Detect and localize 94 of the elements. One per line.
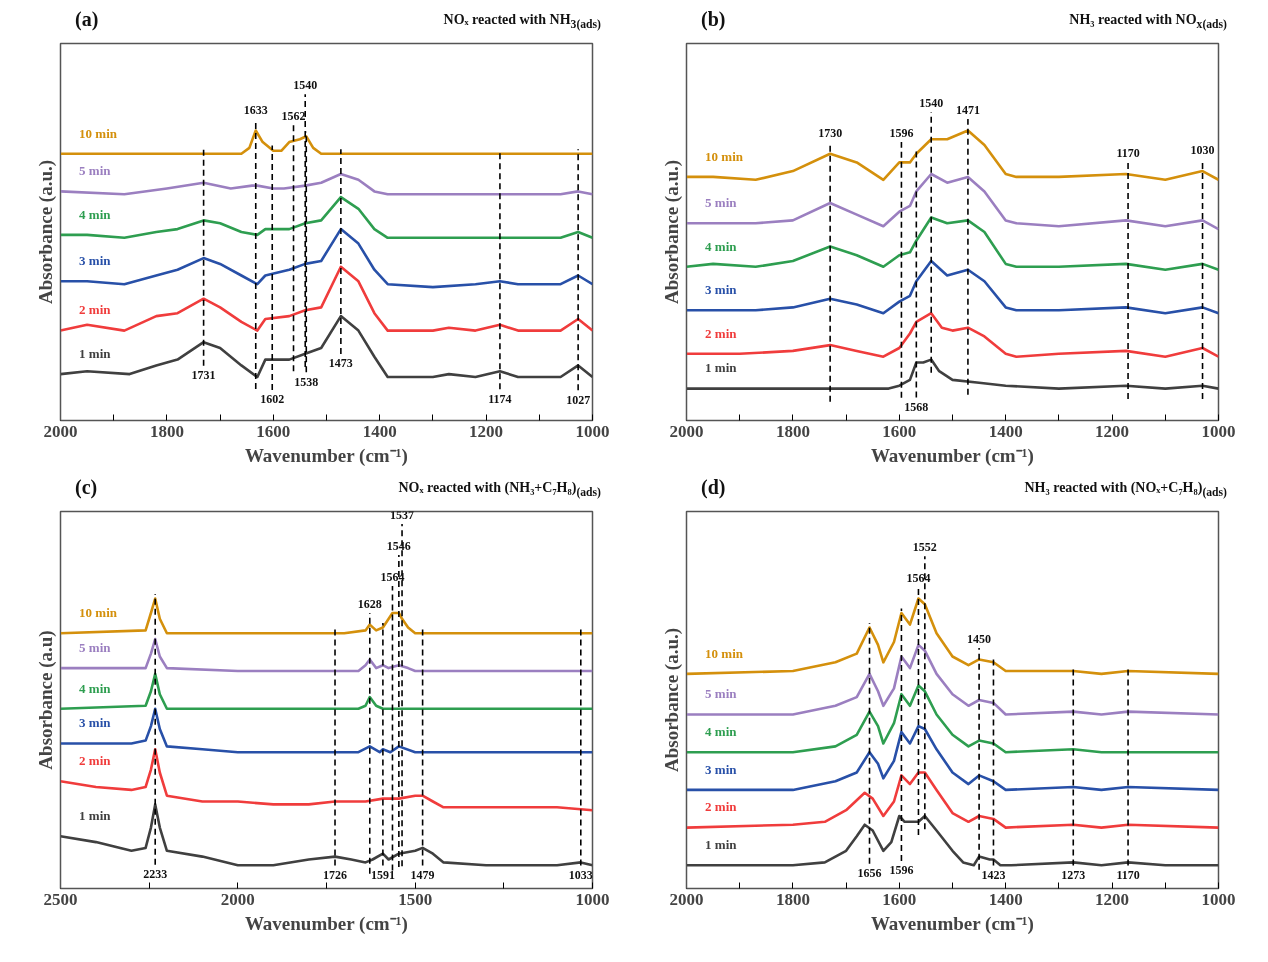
chart-subtitle: NH₃ reacted with NO$_{x(ads)}$ xyxy=(1069,11,1227,33)
ref-line-label: 1656 xyxy=(857,866,882,881)
series-label: 1 min xyxy=(705,837,738,853)
series-label: 3 min xyxy=(79,253,112,269)
series-label: 5 min xyxy=(79,163,112,179)
ref-line-label: 2233 xyxy=(143,866,168,881)
series-label: 3 min xyxy=(79,715,112,731)
x-tick-label: 1000 xyxy=(1201,421,1236,441)
ref-line-label: 1423 xyxy=(981,867,1006,882)
series-label: 10 min xyxy=(705,148,744,164)
ref-line-label: 1537 xyxy=(390,507,415,522)
x-tick-label: 1800 xyxy=(775,889,810,909)
series-label: 2 min xyxy=(705,325,738,341)
series-label: 1 min xyxy=(705,360,738,376)
ref-line-label: 1596 xyxy=(889,863,914,878)
chart-title: (d) xyxy=(701,475,726,501)
series-label: 3 min xyxy=(705,761,738,777)
ref-line-label: 1540 xyxy=(293,78,318,92)
y-axis-title: Absorbance (a.u.) xyxy=(660,627,683,773)
series-label: 1 min xyxy=(79,808,112,824)
x-tick-label: 1600 xyxy=(882,421,917,441)
ref-line-label: 1030 xyxy=(1190,143,1215,158)
series-label: 4 min xyxy=(79,680,112,696)
ref-line-label: 1273 xyxy=(1061,867,1086,882)
ref-line-label: 1562 xyxy=(281,108,306,123)
ref-line-label: 1564 xyxy=(380,569,405,584)
ref-line-label: 1473 xyxy=(328,356,353,371)
ref-line-label: 1596 xyxy=(889,125,914,140)
x-tick-label: 1800 xyxy=(775,421,810,441)
x-tick-label: 1600 xyxy=(256,421,291,441)
x-tick-label: 1400 xyxy=(988,889,1023,909)
ref-line-label: 1731 xyxy=(191,367,216,382)
ref-line-label: 1538 xyxy=(294,374,319,389)
series-label: 2 min xyxy=(79,302,112,318)
x-tick-label: 1000 xyxy=(575,889,610,909)
chart-title: (a) xyxy=(75,7,99,33)
x-axis-title: Wavenumber (cm⁻¹) xyxy=(244,912,408,935)
series-label: 10 min xyxy=(705,645,744,661)
series-label: 3 min xyxy=(705,282,738,298)
series-label: 2 min xyxy=(79,753,112,769)
ref-line-label: 1546 xyxy=(386,538,411,553)
series-label: 1 min xyxy=(79,345,112,361)
ref-line-label: 1471 xyxy=(955,102,980,117)
x-axis-title: Wavenumber (cm⁻¹) xyxy=(870,444,1034,467)
ref-line-label: 1602 xyxy=(260,392,285,407)
series-label: 10 min xyxy=(79,125,118,141)
x-tick-label: 2000 xyxy=(220,889,255,909)
ref-line-label: 1170 xyxy=(1116,867,1140,882)
series-label: 10 min xyxy=(79,605,118,621)
ref-line-label: 1450 xyxy=(967,631,992,646)
x-axis-title: Wavenumber (cm⁻¹) xyxy=(870,912,1034,935)
chart-subtitle: NH₃ reacted with (NOₓ+C₇H₈)$_{(ads)}$ xyxy=(1024,479,1227,501)
chart-title: (b) xyxy=(701,7,726,33)
ref-line-label: 1540 xyxy=(919,95,944,110)
ref-line-label: 1170 xyxy=(1116,146,1140,161)
series-label: 5 min xyxy=(705,195,738,211)
series-label: 4 min xyxy=(705,238,738,254)
x-tick-label: 2500 xyxy=(43,889,78,909)
ref-line-label: 1552 xyxy=(912,540,937,554)
series-label: 4 min xyxy=(79,206,112,222)
series-label: 5 min xyxy=(79,639,112,655)
ref-line-label: 1730 xyxy=(818,125,843,140)
x-tick-label: 2000 xyxy=(43,421,78,441)
ref-line-label: 1628 xyxy=(357,596,382,611)
x-tick-label: 1400 xyxy=(362,421,397,441)
x-tick-label: 2000 xyxy=(669,889,704,909)
x-tick-label: 1800 xyxy=(149,421,184,441)
y-axis-title: Absorbance (a.u) xyxy=(34,630,57,770)
ref-line-label: 1564 xyxy=(906,570,931,585)
ref-line-label: 1568 xyxy=(904,399,929,414)
ref-line-label: 1174 xyxy=(488,391,512,406)
ref-line-label: 1479 xyxy=(410,867,435,882)
x-tick-label: 1400 xyxy=(988,421,1023,441)
series-label: 4 min xyxy=(705,724,738,740)
ref-line-label: 1591 xyxy=(370,867,395,882)
y-axis-title: Absorbance (a.u.) xyxy=(660,159,683,305)
x-axis-title: Wavenumber (cm⁻¹) xyxy=(244,444,408,467)
chart-title: (c) xyxy=(75,475,98,501)
chart-subtitle: NOₓ reacted with NH$_{3(ads)}$ xyxy=(443,11,601,33)
ref-line-label: 1027 xyxy=(566,392,591,407)
series-label: 5 min xyxy=(705,686,738,702)
ref-line-label: 1633 xyxy=(243,102,268,117)
series-label: 2 min xyxy=(705,799,738,815)
chart-subtitle: NOₓ reacted with (NH₃+C₇H₈)$_{(ads)}$ xyxy=(398,479,601,501)
x-tick-label: 1200 xyxy=(1095,889,1130,909)
x-tick-label: 1000 xyxy=(1201,889,1236,909)
x-tick-label: 1500 xyxy=(398,889,433,909)
ref-line-label: 1726 xyxy=(323,867,348,882)
x-tick-label: 1200 xyxy=(469,421,504,441)
x-tick-label: 1200 xyxy=(1095,421,1130,441)
x-tick-label: 1000 xyxy=(575,421,610,441)
x-tick-label: 1600 xyxy=(882,889,917,909)
y-axis-title: Absorbance (a.u.) xyxy=(34,159,57,305)
x-tick-label: 2000 xyxy=(669,421,704,441)
